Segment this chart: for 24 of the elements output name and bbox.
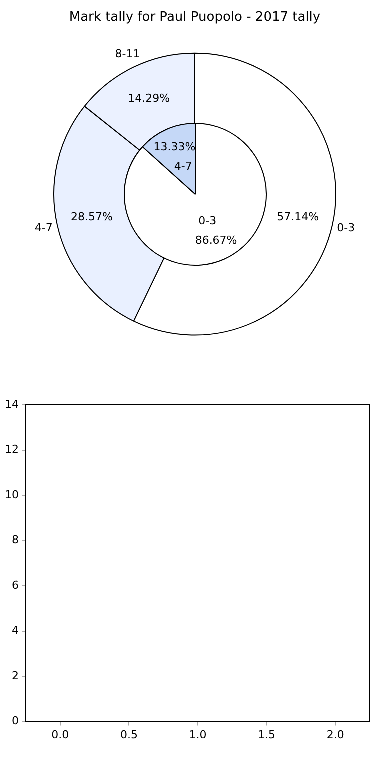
slice-label: 4-7 bbox=[34, 222, 53, 235]
data-label: 13.33% bbox=[153, 140, 196, 154]
x-tick-label: 2.0 bbox=[326, 728, 344, 742]
y-tick-label: 6 bbox=[12, 578, 19, 592]
y-tick-label: 4 bbox=[12, 624, 19, 638]
slice-label: 0-3 bbox=[198, 214, 216, 228]
chart-title: Mark tally for Paul Puopolo - 2017 tally bbox=[69, 10, 321, 26]
y-tick-label: 8 bbox=[12, 534, 19, 547]
y-tick-label: 14 bbox=[4, 398, 19, 411]
x-tick-label: 0.5 bbox=[120, 728, 138, 742]
data-label: 14.29% bbox=[128, 92, 170, 105]
slice-label: 4-7 bbox=[174, 160, 192, 173]
y-tick-label: 0 bbox=[12, 714, 19, 728]
data-label: 57.14% bbox=[277, 210, 320, 224]
y-tick-label: 2 bbox=[12, 669, 19, 682]
x-tick-label: 0.0 bbox=[52, 728, 70, 742]
slice-label: 0-3 bbox=[337, 222, 356, 235]
y-tick-label: 10 bbox=[4, 488, 19, 502]
slice-label: 8-11 bbox=[115, 48, 140, 61]
x-tick-label: 1.0 bbox=[189, 728, 207, 742]
data-label: 28.57% bbox=[70, 210, 113, 224]
x-tick-label: 1.5 bbox=[258, 728, 276, 742]
data-label: 86.67% bbox=[194, 234, 237, 247]
y-tick-label: 12 bbox=[4, 443, 19, 456]
